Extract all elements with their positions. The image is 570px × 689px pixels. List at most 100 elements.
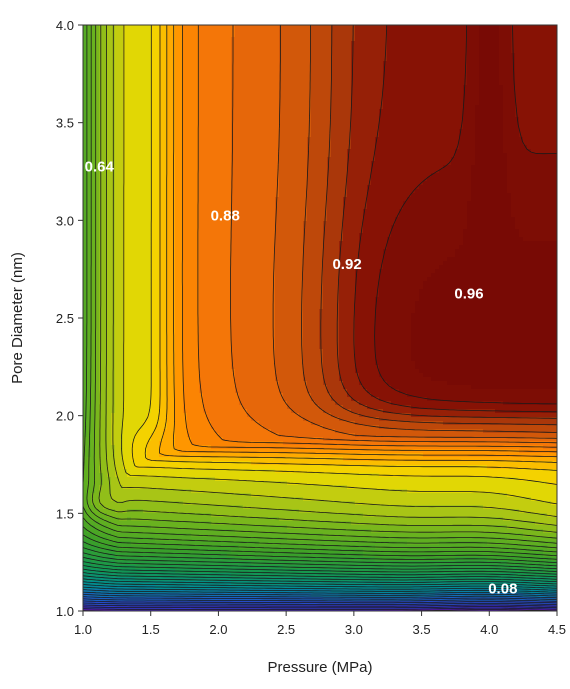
contour-band-cell: [431, 33, 436, 38]
contour-band-cell: [403, 81, 408, 86]
contour-band-cell: [523, 129, 528, 134]
contour-band-cell: [483, 141, 488, 146]
contour-band-cell: [331, 61, 336, 66]
contour-band-cell: [179, 25, 184, 30]
contour-band-cell: [123, 141, 128, 146]
contour-band-cell: [343, 133, 348, 138]
contour-band-cell: [515, 49, 520, 54]
contour-band-cell: [247, 37, 252, 42]
contour-band-cell: [335, 53, 340, 58]
contour-band-cell: [375, 169, 380, 174]
contour-band-cell: [175, 149, 180, 154]
contour-band-cell: [515, 41, 520, 46]
contour-band-cell: [291, 81, 296, 86]
contour-band-cell: [247, 45, 252, 50]
contour-band-cell: [255, 125, 260, 130]
contour-band-cell: [467, 53, 472, 58]
contour-band-cell: [271, 125, 276, 130]
contour-band-cell: [479, 185, 484, 190]
contour-band-cell: [527, 33, 532, 38]
contour-band-cell: [291, 125, 296, 130]
contour-band-cell: [107, 77, 112, 82]
contour-band-cell: [459, 145, 464, 150]
contour-band-cell: [215, 161, 220, 166]
contour-band-cell: [267, 185, 272, 190]
contour-band-cell: [339, 113, 344, 118]
contour-band-cell: [463, 125, 468, 130]
contour-band-cell: [135, 37, 140, 42]
contour-band-cell: [471, 121, 476, 126]
contour-band-cell: [327, 117, 332, 122]
contour-band-cell: [427, 33, 432, 38]
contour-band-cell: [531, 133, 536, 138]
contour-band-cell: [167, 53, 172, 58]
contour-band-cell: [427, 189, 432, 194]
contour-band-cell: [459, 141, 464, 146]
contour-band-cell: [331, 29, 336, 34]
contour-band-cell: [439, 61, 444, 66]
contour-band-cell: [507, 157, 512, 162]
contour-band-cell: [207, 37, 212, 42]
contour-band-cell: [271, 29, 276, 34]
contour-band-cell: [343, 45, 348, 50]
contour-band-cell: [507, 153, 512, 158]
contour-band-cell: [223, 129, 228, 134]
contour-band-cell: [391, 29, 396, 34]
contour-band-cell: [483, 101, 488, 106]
contour-band-cell: [335, 141, 340, 146]
contour-band-cell: [231, 85, 236, 90]
contour-band-cell: [311, 141, 316, 146]
contour-band-cell: [367, 161, 372, 166]
contour-band-cell: [239, 61, 244, 66]
contour-band-cell: [223, 153, 228, 158]
contour-band-cell: [463, 161, 468, 166]
contour-band-cell: [427, 137, 432, 142]
contour-band-cell: [431, 125, 436, 130]
contour-band-cell: [195, 97, 200, 102]
contour-band-cell: [395, 37, 400, 42]
contour-band-cell: [499, 77, 504, 82]
contour-band-cell: [119, 145, 124, 150]
contour-band-cell: [415, 45, 420, 50]
contour-band-cell: [99, 165, 104, 170]
contour-band-cell: [531, 85, 536, 90]
contour-band-cell: [263, 89, 268, 94]
contour-band-cell: [443, 37, 448, 42]
contour-band-cell: [315, 77, 320, 82]
contour-band-cell: [415, 81, 420, 86]
contour-band-cell: [527, 37, 532, 42]
contour-band-cell: [287, 173, 292, 178]
contour-band-cell: [315, 157, 320, 162]
contour-band-cell: [367, 33, 372, 38]
contour-band-cell: [159, 169, 164, 174]
contour-band-cell: [323, 121, 328, 126]
contour-band-cell: [271, 81, 276, 86]
contour-band-cell: [131, 29, 136, 34]
contour-band-cell: [291, 165, 296, 170]
contour-band-cell: [231, 109, 236, 114]
contour-band-cell: [303, 101, 308, 106]
contour-band-cell: [139, 177, 144, 182]
contour-band-cell: [507, 125, 512, 130]
contour-band-cell: [415, 133, 420, 138]
contour-band-cell: [555, 177, 557, 182]
contour-band-cell: [207, 29, 212, 34]
contour-band-cell: [467, 85, 472, 90]
contour-band-cell: [311, 69, 316, 74]
contour-band-cell: [203, 105, 208, 110]
contour-band-cell: [159, 117, 164, 122]
contour-band-cell: [107, 113, 112, 118]
contour-band-cell: [175, 189, 180, 194]
contour-band-cell: [539, 29, 544, 34]
contour-band-cell: [163, 93, 168, 98]
contour-band-cell: [107, 117, 112, 122]
contour-band-cell: [527, 57, 532, 62]
contour-band-cell: [131, 181, 136, 186]
contour-band-cell: [303, 125, 308, 130]
contour-band-cell: [239, 85, 244, 90]
contour-band-cell: [447, 189, 452, 194]
contour-band-cell: [231, 81, 236, 86]
contour-band-cell: [143, 81, 148, 86]
contour-band-cell: [311, 49, 316, 54]
contour-band-cell: [379, 29, 384, 34]
